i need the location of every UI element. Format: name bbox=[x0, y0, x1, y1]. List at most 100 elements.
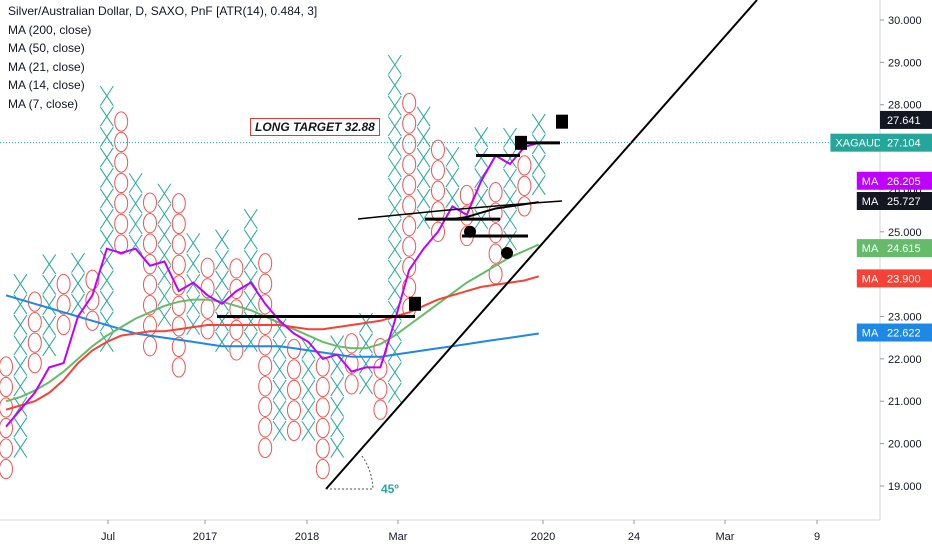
long-target-label[interactable]: LONG TARGET 32.88 bbox=[250, 118, 380, 136]
pnf-x-mark bbox=[243, 229, 258, 250]
pnf-x-mark bbox=[128, 193, 143, 214]
pnf-x-mark bbox=[186, 314, 201, 336]
pnf-x-mark bbox=[416, 147, 431, 168]
pnf-o-mark bbox=[200, 319, 215, 340]
pnf-o-mark bbox=[171, 316, 186, 337]
pnf-x-mark bbox=[330, 376, 345, 397]
ma-14-line bbox=[357, 200, 563, 220]
pnf-o-mark bbox=[171, 275, 186, 296]
pnf-o-mark bbox=[200, 257, 215, 278]
ma-line bbox=[5, 243, 540, 403]
pnf-o-mark bbox=[143, 233, 157, 254]
pnf-x-mark bbox=[128, 234, 143, 255]
pnf-x-mark bbox=[387, 75, 402, 96]
pnf-x-mark bbox=[301, 420, 316, 441]
pnf-o-mark bbox=[258, 376, 273, 397]
moving-averages bbox=[5, 141, 540, 428]
price-tag-label: MA bbox=[862, 328, 879, 340]
pnf-o-mark bbox=[56, 314, 71, 336]
pnf-o-mark bbox=[258, 273, 273, 294]
pnf-o-mark bbox=[171, 336, 186, 358]
price-tag-value: 26.205 bbox=[887, 176, 921, 188]
price-tag-label: MA bbox=[862, 273, 879, 285]
indicator-ma-14[interactable]: MA (14, close) bbox=[8, 78, 85, 92]
pnf-x-mark bbox=[359, 333, 373, 354]
y-tick-label: 29.000 bbox=[888, 57, 922, 69]
pnf-x-mark bbox=[387, 218, 402, 239]
ma-line bbox=[438, 201, 539, 221]
pnf-o-mark bbox=[229, 258, 244, 279]
price-tag-label: MA bbox=[862, 196, 879, 208]
pnf-x-mark bbox=[128, 172, 143, 194]
pnf-x-mark bbox=[243, 311, 258, 332]
pnf-x-mark bbox=[387, 54, 402, 75]
pnf-x-mark bbox=[128, 213, 143, 235]
pnf-x-mark bbox=[503, 127, 517, 148]
pnf-x-mark bbox=[387, 177, 402, 198]
pnf-o-mark bbox=[402, 113, 417, 134]
pnf-x-mark bbox=[416, 106, 431, 127]
pnf-columns bbox=[0, 54, 546, 480]
pnf-x-mark bbox=[387, 239, 402, 260]
price-tag-value: 27.104 bbox=[887, 138, 921, 150]
pnf-x-mark bbox=[272, 379, 287, 400]
pnf-x-mark bbox=[503, 230, 517, 251]
pnf-x-mark bbox=[445, 146, 460, 167]
pnf-o-mark bbox=[315, 417, 330, 439]
pnf-o-mark bbox=[315, 458, 330, 480]
pnf-x-mark bbox=[42, 295, 57, 316]
pnf-x-mark bbox=[387, 157, 402, 178]
pnf-o-mark bbox=[373, 358, 388, 379]
y-tick-label: 28.000 bbox=[888, 100, 922, 112]
signal-dot bbox=[464, 225, 476, 238]
pnf-o-mark bbox=[171, 193, 186, 214]
pnf-x-mark bbox=[416, 127, 431, 148]
pnf-o-mark bbox=[85, 310, 100, 331]
pnf-o-mark bbox=[315, 376, 330, 398]
y-tick-label: 25.000 bbox=[888, 227, 922, 239]
ma-line bbox=[5, 294, 539, 358]
pnf-x-mark bbox=[99, 270, 114, 291]
pnf-o-mark bbox=[402, 133, 417, 155]
indicator-ma-7[interactable]: MA (7, close) bbox=[8, 97, 79, 111]
price-tag-value-bg bbox=[880, 192, 932, 211]
pnf-x-mark bbox=[215, 249, 229, 270]
pnf-x-mark bbox=[157, 224, 172, 245]
pnf-x-mark bbox=[272, 420, 287, 441]
indicator-ma-21[interactable]: MA (21, close) bbox=[8, 60, 85, 74]
pnf-o-mark bbox=[344, 374, 359, 395]
ma-line bbox=[5, 141, 540, 428]
pnf-o-mark bbox=[27, 352, 42, 374]
pnf-x-mark bbox=[157, 183, 172, 204]
pnf-x-mark bbox=[71, 273, 85, 294]
price-axis: 30.00029.00028.00027.00026.00025.00024.0… bbox=[830, 0, 932, 520]
y-tick-label: 20.000 bbox=[888, 439, 922, 451]
chart-title: Silver/Australian Dollar, D, SAXO, PnF [… bbox=[8, 4, 318, 18]
pnf-x-mark bbox=[387, 341, 402, 362]
indicator-ma-200[interactable]: MA (200, close) bbox=[8, 23, 92, 37]
pnf-o-mark bbox=[488, 243, 503, 264]
pnf-x-mark bbox=[531, 113, 546, 134]
indicator-ma-50[interactable]: MA (50, close) bbox=[8, 41, 85, 55]
y-tick-label: 21.000 bbox=[888, 396, 922, 408]
pnf-o-mark bbox=[56, 273, 71, 295]
x-tick-label: 2017 bbox=[193, 531, 217, 543]
pnf-x-mark bbox=[157, 285, 172, 307]
pnf-x-mark bbox=[42, 274, 57, 295]
pnf-x-mark bbox=[387, 382, 402, 403]
pnf-x-mark bbox=[99, 85, 114, 106]
price-tag-label: XAGAUD bbox=[835, 138, 882, 150]
pnf-o-mark bbox=[114, 172, 129, 194]
pnf-o-mark bbox=[114, 213, 129, 235]
pnf-x-mark bbox=[272, 400, 287, 421]
pnf-x-mark bbox=[42, 336, 57, 357]
y-tick-label: 23.000 bbox=[888, 312, 922, 324]
pnf-x-mark bbox=[99, 106, 114, 127]
price-tag-value-bg bbox=[880, 133, 932, 152]
pnf-x-mark bbox=[387, 362, 402, 383]
pnf-x-mark bbox=[42, 315, 57, 336]
pnf-o-mark bbox=[0, 376, 13, 398]
pnf-o-mark bbox=[402, 92, 417, 114]
pnf-x-mark bbox=[445, 167, 460, 188]
